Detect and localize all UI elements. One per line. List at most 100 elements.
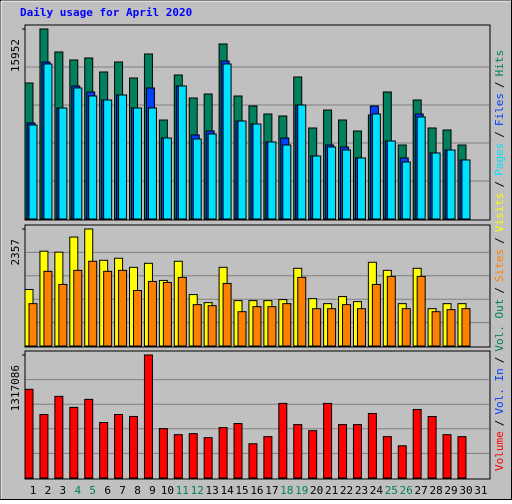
bar — [431, 311, 441, 347]
x-tick-label: 25 — [385, 484, 398, 497]
bar — [88, 95, 98, 220]
legend-separator: / — [493, 131, 506, 138]
bar — [162, 137, 172, 220]
bar — [312, 155, 322, 220]
bar — [118, 94, 128, 220]
x-tick-label: 20 — [310, 484, 323, 497]
bar — [222, 63, 232, 220]
bar — [99, 422, 109, 479]
bar — [39, 413, 49, 479]
bar — [252, 123, 262, 220]
bar — [442, 434, 452, 479]
bar — [382, 436, 392, 479]
bar — [461, 159, 471, 220]
x-tick-label: 28 — [429, 484, 442, 497]
x-tick-label: 3 — [60, 484, 67, 497]
x-tick-label: 14 — [220, 484, 234, 497]
bar — [327, 146, 337, 220]
bar — [327, 308, 337, 347]
bar — [416, 116, 426, 220]
bar — [461, 308, 471, 347]
bar — [28, 124, 38, 220]
bar — [24, 388, 34, 479]
bar — [133, 107, 143, 220]
x-tick-label: 7 — [119, 484, 126, 497]
bar — [147, 107, 157, 220]
x-tick-label: 6 — [104, 484, 111, 497]
bar — [267, 141, 277, 220]
bar — [386, 140, 396, 220]
bar — [158, 428, 168, 479]
bar — [143, 354, 153, 479]
bar — [293, 424, 303, 479]
bar — [203, 437, 213, 479]
x-tick-label: 13 — [206, 484, 219, 497]
bar — [43, 270, 53, 347]
x-tick-label: 8 — [134, 484, 141, 497]
bar — [58, 107, 68, 220]
bar — [222, 282, 232, 347]
bar — [278, 402, 288, 479]
x-tick-label: 10 — [161, 484, 174, 497]
legend-separator: / — [493, 81, 506, 88]
x-tick-label: 12 — [191, 484, 204, 497]
bar — [162, 281, 172, 347]
legend-separator: / — [493, 181, 506, 188]
bar — [252, 306, 262, 347]
x-tick-label: 9 — [149, 484, 156, 497]
legend-entry: Sites — [493, 249, 506, 282]
bar — [73, 269, 83, 347]
bar — [297, 276, 307, 347]
bar — [401, 161, 411, 220]
bar — [431, 152, 441, 220]
bar — [43, 63, 53, 220]
x-tick-label: 31 — [474, 484, 487, 497]
bar — [207, 305, 217, 347]
bar — [371, 283, 381, 347]
bar — [147, 280, 157, 347]
x-tick-label: 2 — [45, 484, 52, 497]
bar — [446, 149, 456, 220]
legend-separator: / — [493, 287, 506, 294]
x-tick-label: 4 — [74, 484, 81, 497]
bar — [192, 138, 202, 220]
y-tick-label: 2357 — [9, 239, 22, 266]
bar — [356, 308, 366, 347]
bar — [58, 283, 68, 347]
legend-entry: Volume — [493, 431, 506, 471]
chart-title: Daily usage for April 2020 — [20, 6, 192, 19]
bar — [103, 99, 113, 220]
legend-separator: / — [493, 420, 506, 427]
bar — [173, 434, 183, 479]
bar — [207, 133, 217, 220]
x-tick-label: 27 — [415, 484, 428, 497]
bar — [233, 423, 243, 479]
bar — [218, 427, 228, 479]
bar — [69, 406, 79, 479]
bar — [73, 87, 83, 220]
bar — [338, 424, 348, 479]
x-tick-label: 29 — [444, 484, 457, 497]
bar — [282, 303, 292, 347]
bar — [84, 398, 94, 479]
bar — [312, 308, 322, 347]
x-tick-label: 5 — [89, 484, 96, 497]
x-tick-label: 23 — [355, 484, 368, 497]
bar — [263, 436, 273, 479]
x-tick-label: 24 — [370, 484, 384, 497]
bar — [371, 113, 381, 220]
bar — [297, 104, 307, 220]
bar — [88, 260, 98, 347]
bar — [386, 275, 396, 347]
legend: Volume / Vol. In / Vol. Out / Sites / Visits / Pag… — [493, 50, 506, 471]
bar — [342, 149, 352, 220]
bar — [356, 157, 366, 220]
bar — [177, 85, 187, 220]
legend-separator: / — [493, 237, 506, 244]
bar — [282, 144, 292, 220]
bar — [54, 395, 64, 479]
x-tick-label: 30 — [459, 484, 472, 497]
bar — [427, 415, 437, 479]
bar — [118, 269, 128, 347]
bar — [308, 430, 318, 479]
